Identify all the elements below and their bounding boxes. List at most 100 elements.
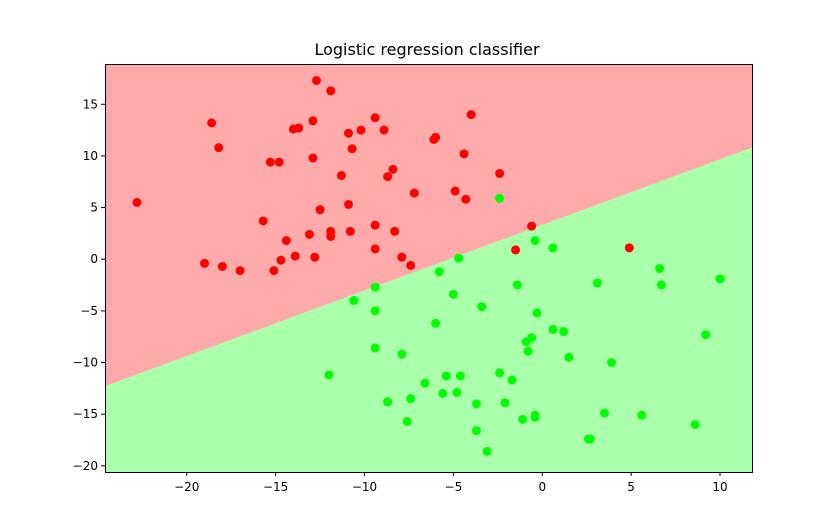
data-point-series-1 xyxy=(390,226,400,236)
data-point-series-1 xyxy=(308,116,318,126)
data-points xyxy=(132,76,725,456)
data-point-series-2 xyxy=(548,243,558,253)
region-class-red xyxy=(105,64,752,387)
data-point-series-1 xyxy=(200,258,210,268)
data-point-series-1 xyxy=(450,186,460,196)
data-point-series-2 xyxy=(454,253,464,263)
data-point-series-2 xyxy=(592,278,602,288)
data-point-series-1 xyxy=(370,113,380,123)
data-point-series-1 xyxy=(217,261,227,271)
y-axis: −20 −15 −10 −5 0 5 10 15 xyxy=(73,97,105,473)
data-point-series-1 xyxy=(344,199,354,209)
data-point-series-2 xyxy=(701,330,711,340)
data-point-series-1 xyxy=(258,216,268,226)
y-tick-label: −20 xyxy=(73,459,98,473)
data-point-series-1 xyxy=(370,220,380,230)
plot-frame xyxy=(105,64,753,473)
data-point-series-2 xyxy=(518,414,528,424)
data-point-series-2 xyxy=(383,397,393,407)
data-point-series-1 xyxy=(269,266,279,276)
decision-regions xyxy=(105,64,752,472)
data-point-series-1 xyxy=(326,86,336,96)
x-tick-label: 10 xyxy=(712,480,727,494)
data-point-series-2 xyxy=(438,388,448,398)
data-point-series-2 xyxy=(690,419,700,429)
data-point-series-2 xyxy=(452,387,462,397)
data-point-series-2 xyxy=(471,399,481,409)
data-point-series-2 xyxy=(500,398,510,408)
data-point-series-2 xyxy=(655,264,665,274)
data-point-series-2 xyxy=(656,280,666,290)
y-tick-label: −15 xyxy=(73,407,98,421)
data-point-series-2 xyxy=(349,296,359,306)
data-point-series-2 xyxy=(370,343,380,353)
data-point-series-2 xyxy=(406,394,416,404)
data-point-series-1 xyxy=(370,244,380,254)
data-point-series-2 xyxy=(559,327,569,337)
data-point-series-2 xyxy=(397,349,407,359)
data-point-series-2 xyxy=(715,274,725,284)
data-point-series-2 xyxy=(324,370,334,380)
data-point-series-2 xyxy=(370,282,380,292)
data-point-series-1 xyxy=(459,149,469,159)
data-point-series-1 xyxy=(495,168,505,178)
data-point-series-1 xyxy=(406,260,416,270)
data-point-series-2 xyxy=(441,371,451,381)
x-tick-label: −15 xyxy=(263,480,288,494)
data-point-series-1 xyxy=(326,231,336,241)
data-point-series-1 xyxy=(397,252,407,262)
y-tick-label: 0 xyxy=(90,252,98,266)
y-tick-label: 5 xyxy=(90,201,98,215)
data-point-series-1 xyxy=(344,128,354,138)
data-point-series-2 xyxy=(530,412,540,422)
data-point-series-2 xyxy=(527,333,537,343)
chart-title: Logistic regression classifier xyxy=(314,40,539,59)
y-tick-label: 10 xyxy=(83,149,98,163)
data-point-series-1 xyxy=(294,123,304,133)
data-point-series-1 xyxy=(310,252,320,262)
data-point-series-2 xyxy=(495,193,505,203)
data-point-series-1 xyxy=(379,125,389,135)
x-tick-label: −20 xyxy=(174,480,199,494)
data-point-series-2 xyxy=(370,306,380,316)
data-point-series-1 xyxy=(466,110,476,120)
data-point-series-1 xyxy=(315,205,325,215)
data-point-series-1 xyxy=(281,236,291,246)
data-point-series-2 xyxy=(482,446,492,456)
data-point-series-1 xyxy=(383,172,393,182)
data-point-series-1 xyxy=(461,194,471,204)
data-point-series-1 xyxy=(312,76,322,86)
data-point-series-2 xyxy=(564,352,574,362)
data-point-series-2 xyxy=(507,375,517,385)
data-point-series-2 xyxy=(402,416,412,426)
data-point-series-2 xyxy=(455,371,465,381)
data-point-series-1 xyxy=(431,132,441,142)
data-point-series-1 xyxy=(274,157,284,167)
y-tick-label: 15 xyxy=(83,97,98,111)
data-point-series-2 xyxy=(585,434,595,444)
data-point-series-2 xyxy=(599,408,609,418)
data-point-series-2 xyxy=(420,378,430,388)
data-point-series-2 xyxy=(523,346,533,356)
data-point-series-2 xyxy=(434,267,444,277)
data-point-series-1 xyxy=(265,157,275,167)
data-point-series-1 xyxy=(290,251,300,261)
region-class-green xyxy=(105,147,752,472)
data-point-series-1 xyxy=(388,164,398,174)
data-point-series-1 xyxy=(624,243,634,253)
x-tick-label: 5 xyxy=(627,480,635,494)
y-tick-label: −10 xyxy=(73,356,98,370)
data-point-series-1 xyxy=(235,266,245,276)
x-tick-label: 0 xyxy=(538,480,546,494)
y-tick-label: −5 xyxy=(80,304,98,318)
x-axis: −20 −15 −10 −5 0 5 10 xyxy=(174,472,728,494)
data-point-series-1 xyxy=(132,197,142,207)
data-point-series-1 xyxy=(511,245,521,255)
data-point-series-2 xyxy=(477,302,487,312)
data-point-series-2 xyxy=(512,280,522,290)
data-point-series-2 xyxy=(431,318,441,328)
data-point-series-2 xyxy=(448,289,458,299)
data-point-series-1 xyxy=(347,144,357,154)
data-point-series-1 xyxy=(356,125,366,135)
